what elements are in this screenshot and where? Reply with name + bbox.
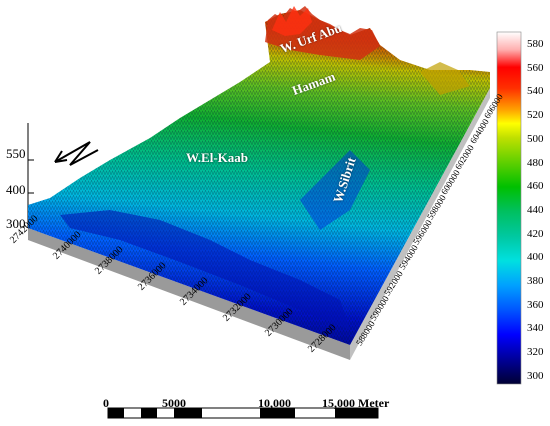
colorbar-tick: 380 — [527, 275, 544, 287]
colorbar-tick: 400 — [527, 251, 544, 264]
colorbar-tick: 300 — [527, 369, 544, 382]
z-tick-550: 550 — [6, 146, 26, 161]
north-arrow-icon — [54, 141, 99, 166]
colorbar-tick: 440 — [527, 203, 544, 216]
label-w-el-kaab: W.El-Kaab — [186, 150, 249, 165]
colorbar-tick: 540 — [527, 85, 544, 98]
z-tick-300: 300 — [6, 216, 26, 231]
colorbar-tick: 500 — [527, 132, 544, 145]
colorbar-tick: 320 — [527, 346, 544, 359]
colorbar-tick: 360 — [527, 298, 544, 311]
colorbar-tick: 420 — [527, 227, 544, 240]
colorbar-tick: 460 — [527, 180, 544, 193]
colorbar-tick: 340 — [527, 322, 544, 335]
colorbar-tick: 480 — [527, 156, 544, 169]
z-tick-400: 400 — [6, 182, 26, 197]
scale-bar — [107, 407, 379, 419]
colorbar-tick: 560 — [527, 61, 544, 74]
scale-label-15000: 15,000 Meter — [322, 396, 390, 410]
colorbar — [496, 31, 522, 385]
colorbar-tick: 580 — [527, 38, 544, 50]
scale-label-5000: 5000 — [162, 396, 186, 410]
right-wall — [350, 88, 490, 360]
scale-label-0: 0 — [103, 396, 109, 410]
scale-label-10000: 10,000 — [258, 396, 291, 410]
front-wall — [28, 228, 350, 360]
terrain-surface — [28, 6, 490, 345]
colorbar-tick: 520 — [527, 109, 544, 122]
